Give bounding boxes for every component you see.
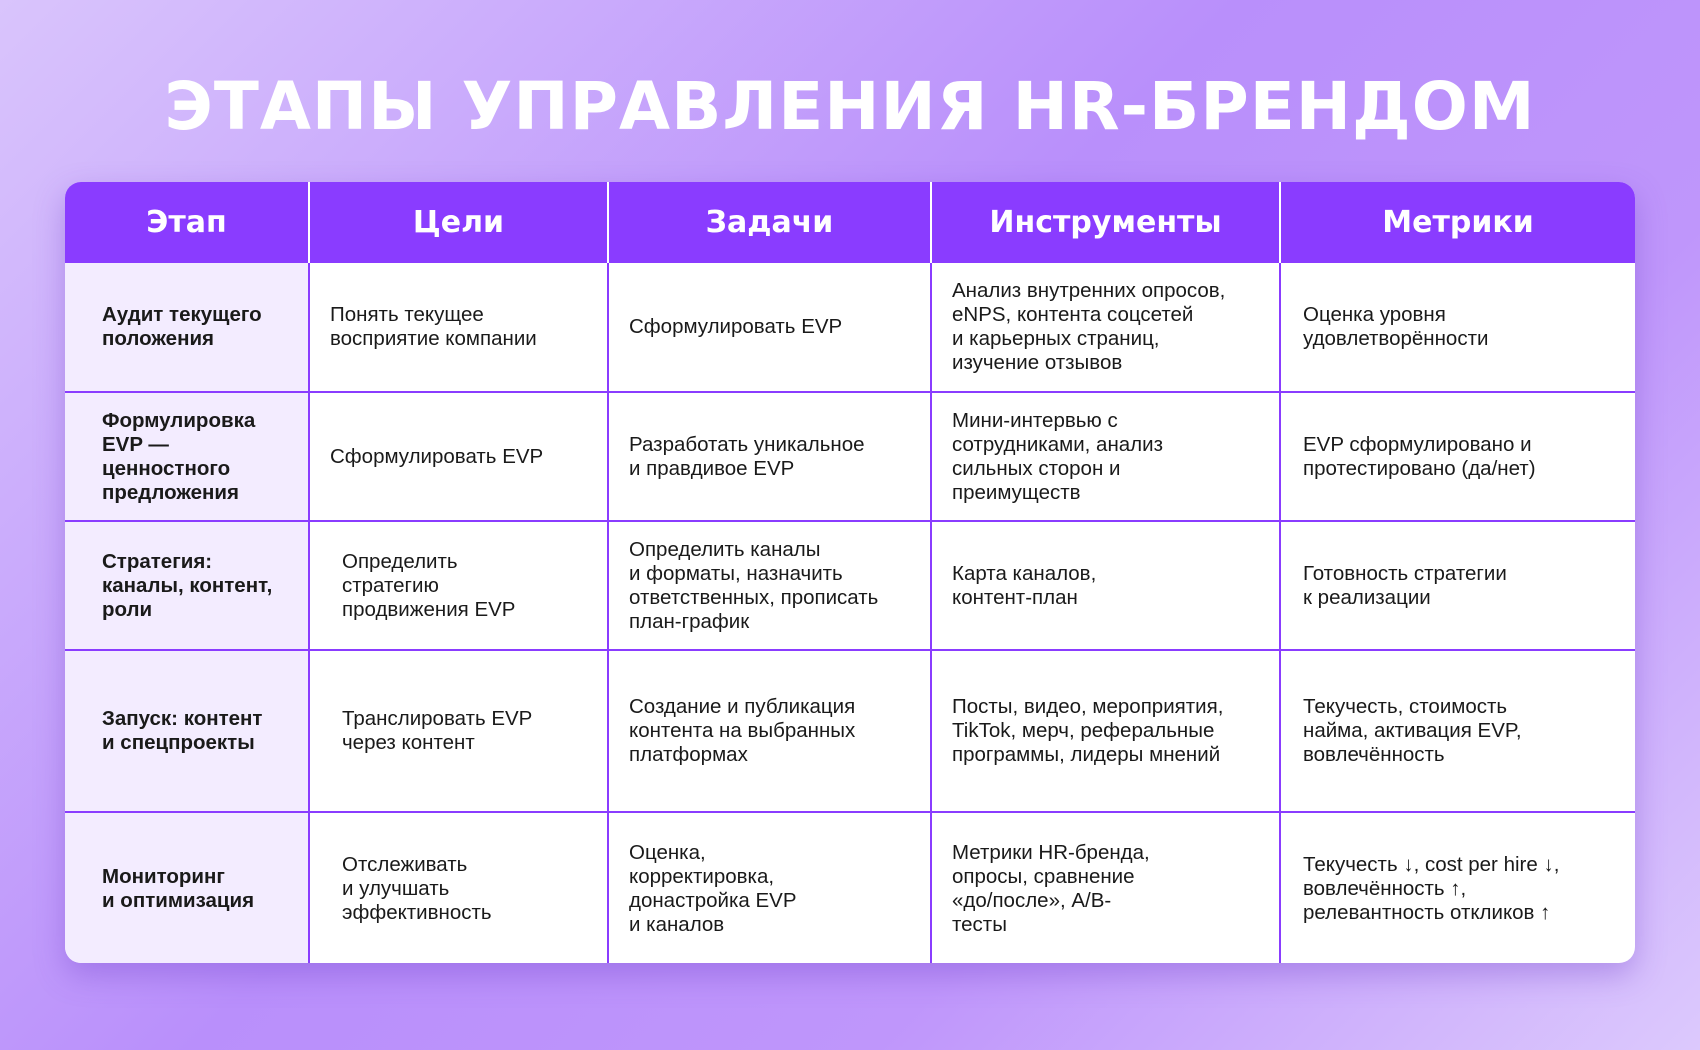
stage-cell: Стратегия: каналы, контент, роли: [65, 520, 310, 651]
metrics-cell: Текучесть ↓, cost per hire ↓, вовлечённо…: [1279, 811, 1635, 963]
header-metrics: Метрики: [1279, 182, 1635, 263]
tools-cell: Посты, видео, мероприятия, TikTok, мерч,…: [930, 649, 1281, 813]
header-stage: Этап: [65, 182, 309, 263]
goals-cell: Отслеживать и улучшать эффективность: [308, 811, 609, 963]
tasks-cell: Создание и публикация контента на выбран…: [607, 649, 932, 813]
tasks-cell: Разработать уникальное и правдивое EVP: [607, 391, 932, 522]
tools-cell: Карта каналов, контент-план: [930, 520, 1281, 651]
tools-cell: Мини-интервью с сотрудниками, анализ сил…: [930, 391, 1281, 522]
header-row: Этап Цели Задачи Инструменты Метрики: [65, 182, 1635, 263]
header-goals: Цели: [308, 182, 608, 263]
table-row: Формулировка EVP — ценностного предложен…: [65, 391, 1635, 522]
tools-cell: Анализ внутренних опросов, eNPS, контент…: [930, 263, 1281, 393]
goals-cell: Определить стратегию продвижения EVP: [308, 520, 609, 651]
table-row: Запуск: контент и спецпроекты Транслиров…: [65, 649, 1635, 813]
metrics-cell: Текучесть, стоимость найма, активация EV…: [1279, 649, 1635, 813]
metrics-cell: Оценка уровня удовлетворённости: [1279, 263, 1635, 393]
table-row: Стратегия: каналы, контент, роли Определ…: [65, 520, 1635, 651]
goals-cell: Понять текущее восприятие компании: [308, 263, 609, 393]
hr-brand-stages-table: Этап Цели Задачи Инструменты Метрики Ауд…: [65, 182, 1635, 963]
stage-cell: Аудит текущего положения: [65, 263, 310, 393]
metrics-cell: Готовность стратегии к реализации: [1279, 520, 1635, 651]
page-title: ЭТАПЫ УПРАВЛЕНИЯ HR-БРЕНДОМ: [164, 68, 1536, 145]
header-tools: Инструменты: [930, 182, 1280, 263]
stage-cell: Мониторинг и оптимизация: [65, 811, 310, 963]
tools-cell: Метрики HR-бренда, опросы, сравнение «до…: [930, 811, 1281, 963]
table-row: Мониторинг и оптимизация Отслеживать и у…: [65, 811, 1635, 963]
table-row: Аудит текущего положения Понять текущее …: [65, 263, 1635, 393]
goals-cell: Сформулировать EVP: [308, 391, 609, 522]
tasks-cell: Определить каналы и форматы, назначить о…: [607, 520, 932, 651]
tasks-cell: Оценка, корректировка, донастройка EVP и…: [607, 811, 932, 963]
metrics-cell: EVP сформулировано и протестировано (да/…: [1279, 391, 1635, 522]
stage-cell: Запуск: контент и спецпроекты: [65, 649, 310, 813]
goals-cell: Транслировать EVP через контент: [308, 649, 609, 813]
stage-cell: Формулировка EVP — ценностного предложен…: [65, 391, 310, 522]
header-tasks: Задачи: [607, 182, 931, 263]
tasks-cell: Сформулировать EVP: [607, 263, 932, 393]
